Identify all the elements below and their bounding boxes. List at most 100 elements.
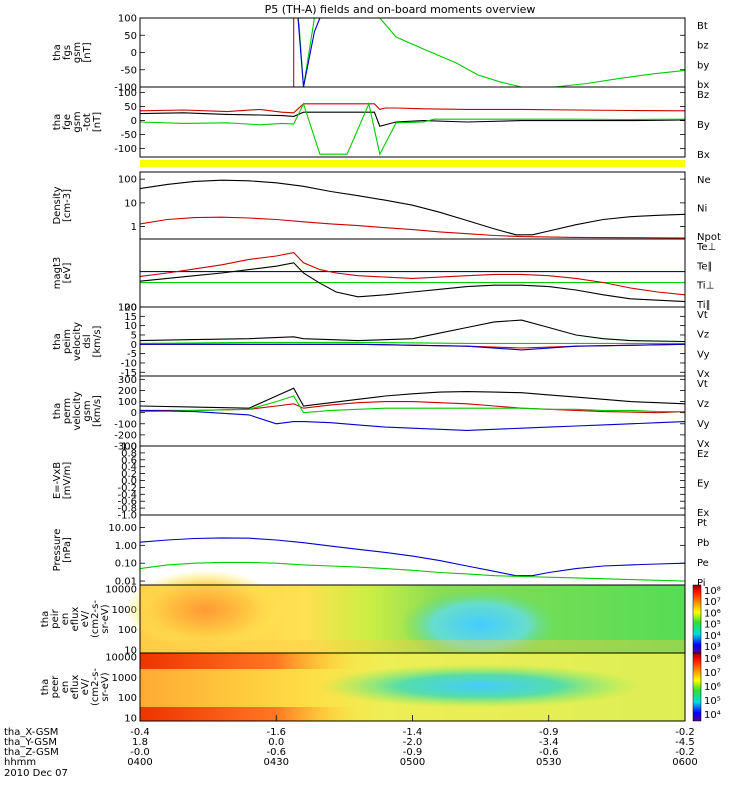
ytick-label: 1000: [112, 605, 137, 616]
ytick-label: 0.8: [121, 448, 137, 459]
ylabel-line: gsm: [72, 111, 83, 132]
legend-Vt: Vt: [697, 379, 708, 390]
ylabel-line: [nPa]: [62, 537, 73, 563]
ylabel-pressure: Pressure [nPa]: [52, 529, 73, 572]
ytick-label: 100: [118, 397, 137, 408]
ytick-label: 100: [118, 693, 137, 704]
legend-Vx: Vx: [697, 439, 710, 450]
series-Vt: [139, 387, 686, 409]
xaxis-row-label: tha_Z-GSM: [4, 747, 59, 758]
ytick-label: 300: [118, 375, 137, 386]
xaxis-value: -3.4: [539, 737, 559, 748]
xaxis-value: 0500: [400, 757, 425, 768]
ytick-label: -100: [114, 419, 137, 430]
colorbar-tick: 10⁴: [704, 710, 721, 721]
colorbar-peer: [692, 652, 702, 722]
ylabel-line: tha: [52, 333, 63, 349]
colorbar-tick: 10⁶: [704, 608, 721, 619]
xaxis-value: -0.6: [539, 747, 559, 758]
ylabel-line: tha: [52, 114, 63, 130]
series-Te∥: [139, 262, 686, 303]
colorbar-peir: [692, 584, 702, 654]
colorbar-tick: 10⁸: [704, 654, 721, 665]
ylabel-line: E=-VxB: [52, 462, 63, 499]
legend-by: by: [697, 60, 709, 71]
ylabel-line: [km/s]: [92, 325, 103, 357]
ylabel-line: -tot: [82, 113, 93, 131]
ytick-label: 10000: [105, 585, 137, 596]
ytick-label: -15: [121, 368, 137, 379]
xaxis-value: -0.2: [675, 747, 695, 758]
ytick-label: -0.4: [117, 490, 137, 501]
panel-temp: 100 magt3 [eV] Te⊥ Te∥ Ti⊥ Ti∥: [52, 242, 716, 314]
ytick-label: 0.2: [121, 469, 137, 480]
frame-efield: [139, 445, 686, 516]
ytick-label: -5: [127, 349, 137, 360]
ylabel-line: [eV]: [62, 263, 73, 284]
ytick-label: 100: [118, 303, 137, 314]
series-by: [140, 17, 686, 88]
panel-pressure: 10.00 1.00 0.10 0.01 Pressure [nPa] Pt Pb Pe Pi: [52, 518, 709, 589]
ytick-label: 0.6: [121, 455, 137, 466]
ylabel-density: Density [cm-3]: [52, 186, 73, 224]
colorbar-tick: 10⁵: [704, 620, 721, 631]
legend-Te⊥: Te⊥: [696, 242, 716, 253]
legend-Bz: Bz: [697, 90, 709, 101]
xaxis-row-label: hhmm: [4, 757, 36, 768]
xaxis-value: -1.6: [266, 727, 286, 738]
ytick-label: 10: [124, 645, 137, 656]
legend-Vy: Vy: [697, 349, 710, 360]
legend-Ti∥: Ti∥: [696, 300, 711, 311]
xaxis-value: -0.0: [130, 747, 150, 758]
colorbar-tick: 10⁴: [704, 631, 721, 642]
ytick-label: 10: [124, 321, 137, 332]
ytick-label: 1.00: [115, 541, 137, 552]
ylabel-line: eV/: [80, 610, 91, 627]
frame-peim: [139, 306, 686, 377]
colorbar-tick: 10⁷: [704, 668, 721, 679]
ytick-label: -10: [121, 358, 137, 369]
ytick-label: 50: [124, 31, 137, 42]
series-Bx: [139, 111, 686, 127]
ylabel-line: gsm: [82, 400, 93, 421]
ytick-label: 200: [118, 386, 137, 397]
ytick-label: -100: [114, 83, 137, 94]
series-Vy: [139, 395, 685, 414]
ylabel-line: fgs: [62, 45, 73, 60]
series-Vt: [139, 319, 686, 343]
ylabel-line: [nT]: [92, 112, 103, 132]
legend-Vz: Vz: [697, 330, 709, 341]
xaxis-row-label: tha_X-GSM: [4, 727, 58, 738]
frame-fge: [139, 86, 686, 158]
ylabel-line: (cm2-s-: [90, 668, 101, 706]
ylabel-line: sr-eV): [100, 672, 111, 701]
legend-Vt: Vt: [697, 310, 708, 321]
series-Pi: [139, 537, 686, 577]
legend-Vy: Vy: [697, 419, 710, 430]
ytick-label: 20: [124, 303, 137, 314]
ylabel-line: sr-eV): [100, 604, 111, 633]
panel-fge: 100 50 0 -50 -100 tha fge gsm -tot [nT] Bz By Bx: [52, 88, 710, 161]
ytick-label: -100: [114, 144, 137, 155]
legend-Pi: Pi: [697, 578, 706, 589]
xaxis-value: -4.5: [675, 737, 695, 748]
ytick-label: 0.4: [121, 462, 137, 473]
ytick-label: 100: [118, 625, 137, 636]
ylabel-line: velocity: [72, 322, 83, 361]
legend-Pe: Pe: [697, 558, 709, 569]
xaxis-value: -0.9: [403, 747, 423, 758]
ylabel-line: magt3: [52, 257, 63, 290]
xaxis-row-label: tha_Y-GSM: [4, 737, 57, 748]
ylabel-peim: tha peim velocity dsl [km/s]: [52, 322, 103, 361]
xaxis-value: 1.8: [132, 737, 148, 748]
flag-bar: [140, 160, 685, 167]
ytick-label: -50: [121, 130, 137, 141]
ytick-label: 10000: [105, 653, 137, 664]
series-By: [139, 102, 686, 156]
ylabel-line: en: [60, 681, 71, 694]
ytick-label: 10: [124, 198, 137, 209]
frame-fgs: [139, 17, 686, 88]
series-Vx: [139, 409, 686, 431]
